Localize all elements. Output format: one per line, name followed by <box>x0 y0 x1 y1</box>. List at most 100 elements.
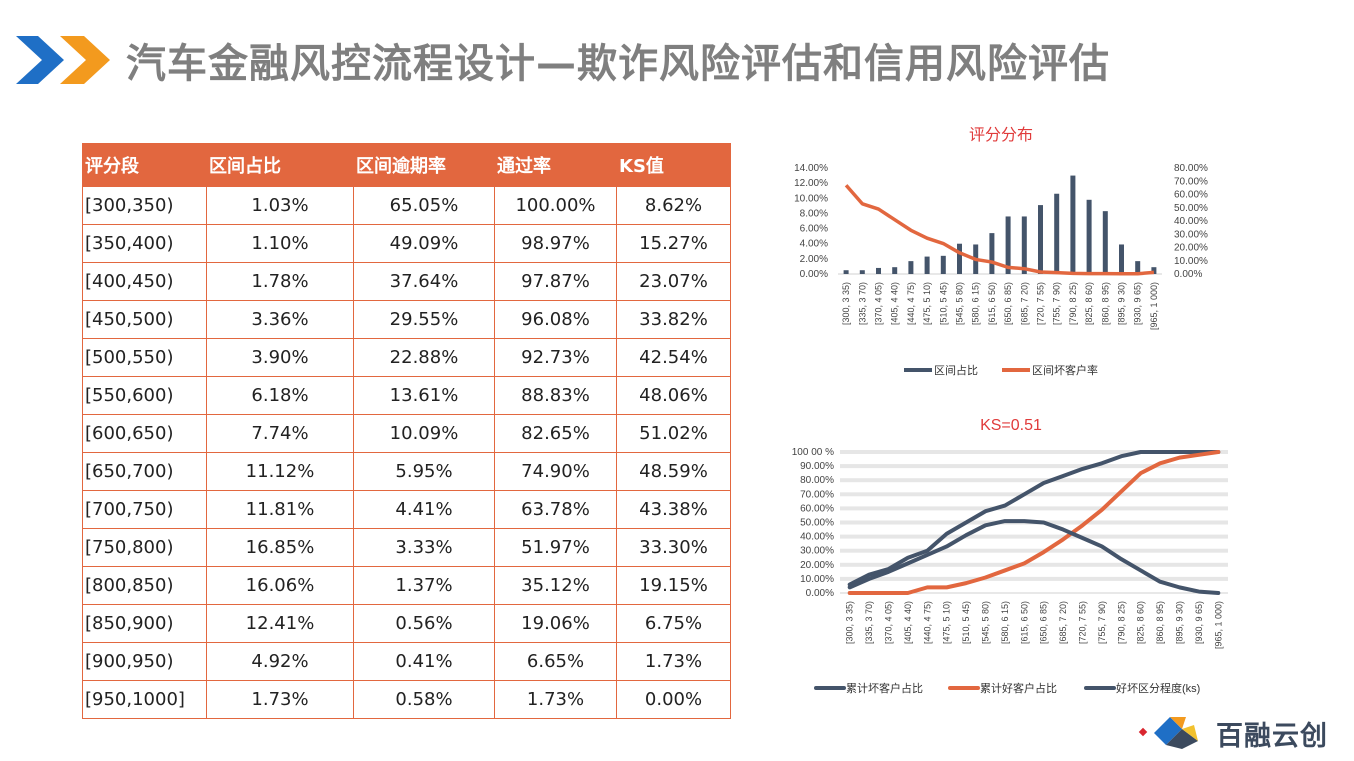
y-tick-label: 20.00% <box>800 560 834 571</box>
header-ks-value: KS值 <box>616 143 731 187</box>
table-cell: 19.06% <box>494 604 617 643</box>
table-cell: 96.08% <box>494 300 617 339</box>
x-tick-label: [405, 4 40) <box>890 282 900 325</box>
table-cell: 4.41% <box>353 490 495 529</box>
table-cell: 0.00% <box>616 680 731 719</box>
y2-tick-label: 20.00% <box>1174 243 1208 254</box>
table-cell: [450,500) <box>82 300 207 339</box>
header-overdue-rate: 区间逾期率 <box>353 143 495 187</box>
table-cell: 0.56% <box>353 604 495 643</box>
table-cell: 43.38% <box>616 490 731 529</box>
table-cell: 23.07% <box>616 262 731 301</box>
table-cell: [550,600) <box>82 376 207 415</box>
bar <box>1135 261 1141 274</box>
x-tick-label: [405, 4 40) <box>903 601 913 644</box>
x-tick-label: [825, 8 60) <box>1084 282 1094 325</box>
table-cell: 16.06% <box>206 566 354 605</box>
y-tick-label: 0.00% <box>806 588 834 599</box>
table-cell: [750,800) <box>82 528 207 567</box>
y-tick-label: 4.00% <box>800 239 828 250</box>
table-cell: [700,750) <box>82 490 207 529</box>
x-tick-label: [335, 3 70) <box>864 601 874 644</box>
x-tick-label: [545, 5 80) <box>955 282 965 325</box>
page-title: 汽车金融风控流程设计—欺诈风险评估和信用风险评估 <box>126 41 1110 87</box>
table-row: [700,750) 11.81% 4.41% 63.78% 43.38% <box>82 490 731 529</box>
bar <box>1021 216 1027 274</box>
x-tick-label: [755, 7 90) <box>1052 282 1062 325</box>
table-cell: 12.41% <box>206 604 354 643</box>
table-cell: 6.65% <box>494 642 617 681</box>
table-row: [950,1000] 1.73% 0.58% 1.73% 0.00% <box>82 680 731 719</box>
chevron-arrows-icon <box>16 36 110 84</box>
score-table: 评分段 区间占比 区间逾期率 通过率 KS值 [300,350) 1.03% 65.… <box>82 143 731 719</box>
bar <box>1038 205 1043 274</box>
x-tick-label: [650, 6 85) <box>1003 282 1013 325</box>
decorative-dot <box>1138 727 1148 737</box>
table-cell: 51.97% <box>494 528 617 567</box>
table-cell: 33.30% <box>616 528 731 567</box>
table-cell: 3.36% <box>206 300 354 339</box>
y-tick-label: 50.00% <box>800 518 834 529</box>
grid-band <box>840 464 1228 469</box>
table-cell: 15.27% <box>616 224 731 263</box>
ks-chart: KS=0.51 0.00% 10.00% 20.00% 30.00% 40.00% 50.… <box>792 417 1228 695</box>
x-tick-label: [440, 4 75) <box>906 282 916 325</box>
bar <box>843 270 849 274</box>
header-pass-rate: 通过率 <box>494 143 617 187</box>
bar <box>892 267 898 274</box>
x-tick-label: [300, 3 35) <box>845 601 855 644</box>
x-tick-label: [510, 5 45) <box>961 601 971 644</box>
series-line <box>847 450 1221 595</box>
table-cell: 6.75% <box>616 604 731 643</box>
x-tick-label: [580, 6 15) <box>1000 601 1010 644</box>
table-cell: 63.78% <box>494 490 617 529</box>
bar <box>876 267 881 274</box>
y2-tick-label: 0.00% <box>1174 269 1202 280</box>
x-tick-label: [790, 8 25) <box>1116 601 1126 644</box>
table-cell: [900,950) <box>82 642 207 681</box>
y2-tick-label: 80.00% <box>1174 163 1208 174</box>
x-tick-label: [720, 7 55) <box>1078 601 1088 644</box>
table-cell: [850,900) <box>82 604 207 643</box>
bar <box>1102 211 1108 274</box>
x-tick-label: [580, 6 15) <box>971 282 981 325</box>
table-cell: 1.78% <box>206 262 354 301</box>
chart-title: 评分分布 <box>969 126 1033 144</box>
table-cell: 51.02% <box>616 414 731 453</box>
y2-tick-label: 30.00% <box>1174 229 1208 240</box>
y-tick-label: 30.00% <box>800 546 834 557</box>
bar <box>1054 193 1060 274</box>
x-tick-label: [335, 3 70) <box>857 282 867 325</box>
table-cell: 0.58% <box>353 680 495 719</box>
x-tick-label: [965, 1 000) <box>1213 601 1223 649</box>
table-cell: 97.87% <box>494 262 617 301</box>
table-cell: 98.97% <box>494 224 617 263</box>
table-cell: 7.74% <box>206 414 354 453</box>
table-cell: [500,550) <box>82 338 207 377</box>
chart-title: KS=0.51 <box>980 417 1042 434</box>
y-tick-label: 6.00% <box>800 224 828 235</box>
table-cell: 48.59% <box>616 452 731 491</box>
y2-tick-label: 50.00% <box>1174 203 1208 214</box>
x-tick-label: [965, 1 000) <box>1149 282 1159 330</box>
table-cell: 22.88% <box>353 338 495 377</box>
score-distribution-chart: 评分分布 0.00% 2.00% 4.00% 6.00% 8.00% 10.00% 12.0… <box>794 126 1208 377</box>
table-row: [400,450) 1.78% 37.64% 97.87% 23.07% <box>82 262 731 301</box>
table-cell: 3.90% <box>206 338 354 377</box>
grid-band <box>840 506 1228 511</box>
table-cell: [400,450) <box>82 262 207 301</box>
table-row: [750,800) 16.85% 3.33% 51.97% 33.30% <box>82 528 731 567</box>
y-tick-label: 8.00% <box>800 208 828 219</box>
table-cell: 100.00% <box>494 186 617 225</box>
y-tick-label: 40.00% <box>800 532 834 543</box>
x-tick-label: [615, 6 50) <box>1019 601 1029 644</box>
y-tick-label: 2.00% <box>800 254 828 265</box>
x-tick-label: [475, 5 10) <box>942 601 952 644</box>
bar <box>1070 175 1076 274</box>
bar <box>1086 199 1092 274</box>
table-cell: 29.55% <box>353 300 495 339</box>
y-tick-label: 14.00% <box>794 163 828 174</box>
logo-mark-icon <box>1154 717 1198 749</box>
table-cell: [350,400) <box>82 224 207 263</box>
grid-band <box>840 548 1228 553</box>
